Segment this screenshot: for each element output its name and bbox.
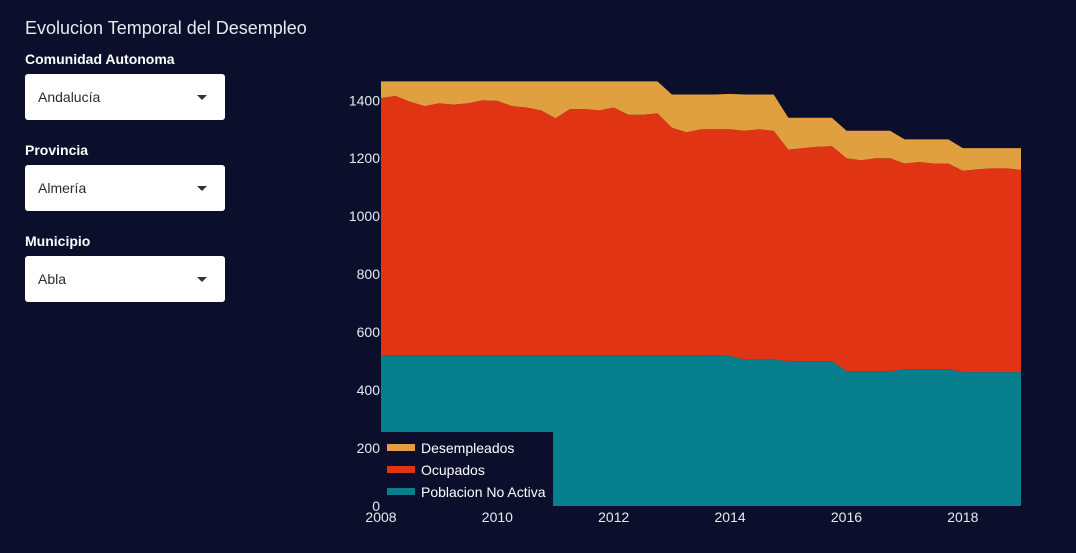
x-tick-label: 2010 [482, 509, 513, 525]
page-title: Evolucion Temporal del Desempleo [25, 18, 307, 38]
area-series-ocupados [381, 95, 1021, 373]
filter-label-municipio: Municipio [25, 233, 91, 249]
y-tick-label: 1400 [349, 92, 380, 108]
municipio-select[interactable]: Abla [25, 256, 225, 302]
x-tick-label: 2008 [365, 509, 396, 525]
legend-label: Ocupados [421, 462, 485, 478]
municipio-select-value: Abla [38, 271, 67, 287]
caret-down-icon [197, 276, 207, 282]
x-tick-label: 2016 [831, 509, 862, 525]
provincia-select[interactable]: Almería [25, 165, 225, 211]
y-tick-label: 800 [357, 266, 381, 282]
legend-label: Desempleados [421, 440, 514, 456]
y-tick-label: 200 [357, 440, 381, 456]
filter-label-provincia: Provincia [25, 142, 89, 158]
legend-swatch [387, 466, 415, 473]
filter-label-comunidad: Comunidad Autonoma [25, 51, 175, 67]
y-tick-label: 0 [372, 498, 380, 514]
y-tick-label: 1000 [349, 208, 380, 224]
comunidad-select[interactable]: Andalucía [25, 74, 225, 120]
comunidad-select-value: Andalucía [38, 89, 101, 105]
provincia-select-value: Almería [38, 180, 87, 196]
x-tick-label: 2014 [715, 509, 746, 525]
y-tick-label: 1200 [349, 150, 380, 166]
caret-down-icon [197, 94, 207, 100]
area-series-desempleados [381, 81, 1021, 171]
x-tick-label: 2012 [598, 509, 629, 525]
legend-swatch [387, 488, 415, 495]
y-tick-label: 400 [357, 382, 381, 398]
x-tick-label: 2018 [947, 509, 978, 525]
legend-swatch [387, 444, 415, 451]
y-tick-label: 600 [357, 324, 381, 340]
legend-label: Poblacion No Activa [421, 484, 546, 500]
caret-down-icon [197, 185, 207, 191]
